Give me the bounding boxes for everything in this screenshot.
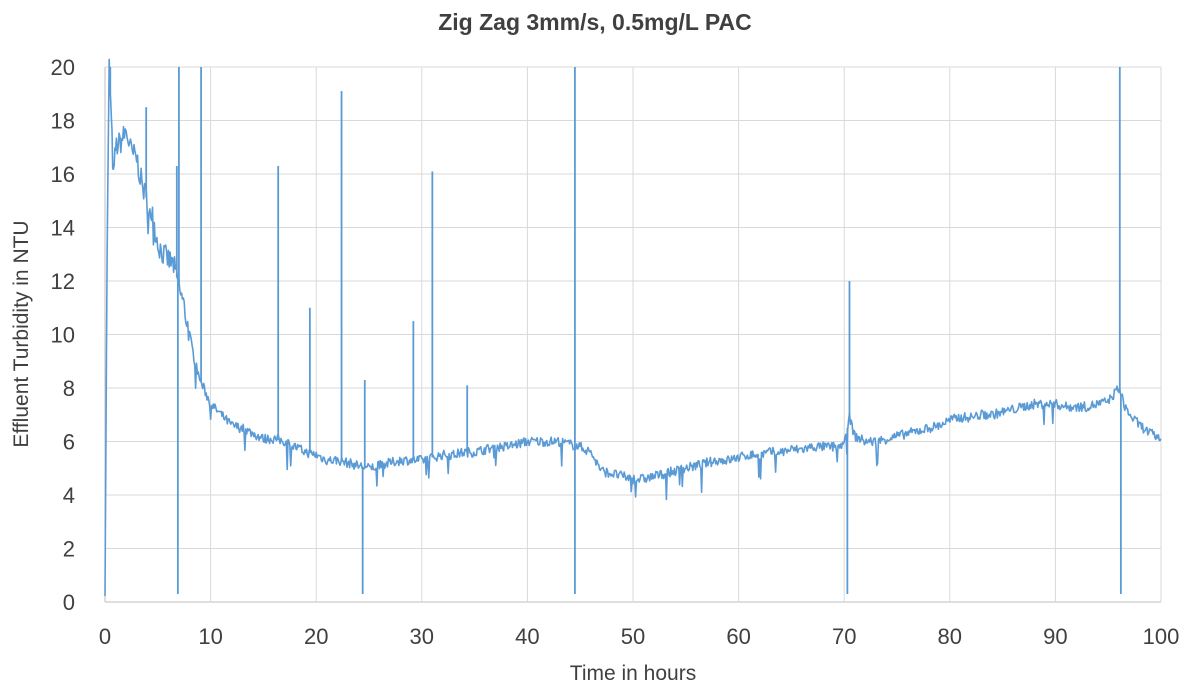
- y-tick-label: 4: [63, 483, 75, 508]
- y-tick-label: 16: [51, 162, 75, 187]
- x-tick-label: 10: [198, 624, 222, 649]
- y-tick-label: 8: [63, 376, 75, 401]
- x-tick-label: 60: [726, 624, 750, 649]
- y-tick-label: 12: [51, 269, 75, 294]
- x-tick-label: 80: [938, 624, 962, 649]
- x-tick-label: 20: [304, 624, 328, 649]
- x-tick-label: 30: [410, 624, 434, 649]
- y-tick-label: 6: [63, 430, 75, 455]
- y-tick-label: 0: [63, 590, 75, 615]
- plot-area: [104, 58, 1162, 597]
- y-tick-label: 2: [63, 537, 75, 562]
- x-tick-label: 0: [99, 624, 111, 649]
- y-tick-label: 10: [51, 323, 75, 348]
- x-axis-ticks: 0 10 20 30 40 50 60 70 80 90 100: [99, 624, 1179, 649]
- x-axis-label: Time in hours: [570, 662, 696, 685]
- x-tick-label: 40: [515, 624, 539, 649]
- y-tick-label: 14: [51, 216, 75, 241]
- x-tick-label: 50: [621, 624, 645, 649]
- y-tick-label: 20: [51, 55, 75, 80]
- chart-title: Zig Zag 3mm/s, 0.5mg/L PAC: [438, 9, 752, 35]
- y-axis-ticks: 0 2 4 6 8 10 12 14 16 18 20: [51, 55, 75, 615]
- x-tick-label: 100: [1143, 624, 1180, 649]
- y-tick-label: 18: [51, 109, 75, 134]
- x-tick-label: 70: [832, 624, 856, 649]
- x-tick-label: 90: [1043, 624, 1067, 649]
- y-axis-label: Effluent Turbidity in NTU: [10, 220, 33, 447]
- gridlines: [104, 66, 1162, 603]
